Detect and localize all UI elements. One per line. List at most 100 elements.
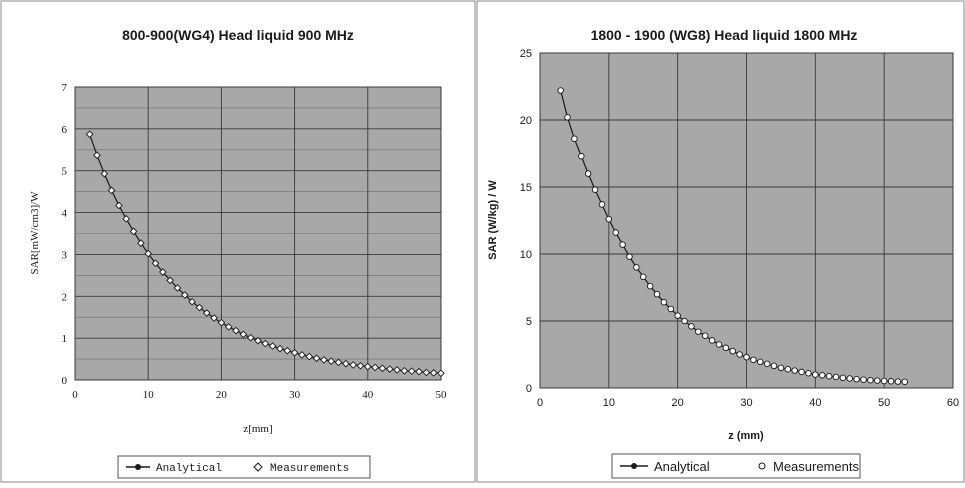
measurement-point [591,186,599,193]
measurement-point [166,276,174,285]
measurement-point [188,297,196,306]
measurement-point [681,317,688,325]
measurement-point [202,309,211,317]
measurement-point [210,314,218,322]
y-tick-label: 4 [62,208,68,220]
legend-measurements-marker [253,462,263,472]
x-tick-label: 50 [878,397,890,409]
measurement-point [437,369,445,378]
chart-right-x-ticks: 0 10 20 30 40 50 60 [537,397,959,409]
measurement-point [708,337,716,344]
measurement-point [605,215,613,223]
measurement-point [571,135,578,143]
chart-right-legend: Analytical Measurements [611,453,861,479]
chart-left-y-ticks: 0 1 2 3 4 5 6 7 [62,82,68,387]
measurement-point [378,364,387,373]
measurement-point [305,352,314,361]
measurement-point [839,374,847,382]
measurement-point [100,169,109,178]
measurement-point [701,332,709,339]
measurement-point [791,367,798,374]
chart-left-ylabel: SAR[mW/cm3]/W [29,191,41,275]
measurement-point [777,364,785,372]
measurement-point [688,323,695,330]
measurement-point [144,249,153,258]
measurement-point [584,170,592,177]
measurement-point [825,372,833,380]
x-tick-label: 30 [740,397,752,409]
measurement-point [639,273,647,281]
chart-left-legend-box [117,455,371,479]
y-tick-label: 5 [62,166,68,178]
measurement-point [646,282,654,290]
chart-left-grid [75,87,441,380]
y-tick-label: 0 [62,375,68,387]
x-tick-label: 20 [672,397,684,409]
measurement-point [770,362,778,370]
measurement-point [93,151,101,160]
y-tick-label: 3 [62,249,68,261]
measurement-point [415,367,423,376]
measurement-point [320,356,328,364]
measurement-point [743,353,750,361]
y-tick-label: 20 [520,115,532,127]
legend-analytical-label: Analytical [156,463,222,475]
measurement-point [695,328,702,335]
legend-measurements-label: Measurements [270,463,349,475]
legend-measurements-label: Measurements [773,459,859,474]
measurement-point [901,378,909,386]
measurement-point [393,366,401,374]
measurement-point [429,369,438,377]
measurement-point [880,377,888,385]
y-tick-label: 2 [62,291,68,303]
y-tick-label: 25 [520,48,532,60]
measurement-point [356,361,365,370]
measurement-point [400,366,409,375]
measurement-point [564,114,571,121]
y-tick-label: 0 [526,383,532,395]
measurement-point [85,130,94,139]
measurement-point [612,229,619,236]
measurement-point [151,259,160,268]
chart-right: 1800 - 1900 (WG8) Head liquid 1800 MHz 0… [476,0,965,483]
measurement-point [246,333,255,342]
measurement-point [261,339,270,348]
measurement-point [674,312,681,319]
measurement-point [653,290,661,298]
x-tick-label: 40 [362,389,374,401]
measurement-point [715,341,723,348]
x-tick-label: 0 [537,397,543,409]
measurement-point [578,152,585,160]
measurement-point [860,376,867,383]
measurement-point [867,376,874,384]
chart-right-title: 1800 - 1900 (WG8) Head liquid 1800 MHz [591,27,858,43]
measurement-point [283,346,292,355]
chart-right-ylabel: SAR (W/kg) / W [487,180,499,260]
measurement-point [371,363,379,372]
x-tick-label: 50 [436,389,448,401]
chart-right-series [557,87,909,386]
x-tick-label: 10 [143,389,155,401]
y-tick-label: 10 [520,249,532,261]
measurement-point [276,344,284,353]
measurement-point [818,372,826,379]
chart-right-legend-box [611,453,861,479]
measurement-point [327,357,336,366]
measurement-point [268,342,277,350]
measurement-point [729,347,736,355]
chart-panel-right: 1800 - 1900 (WG8) Head liquid 1800 MHz 0… [476,0,965,483]
measurement-point [239,330,248,339]
measurement-point [626,253,633,260]
measurement-point [736,351,743,358]
measurement-point [853,375,860,383]
chart-panel-left: 800-900(WG4) Head liquid 900 MHz 0 1 2 3 4 5 6… [0,0,476,483]
chart-left: 800-900(WG4) Head liquid 900 MHz 0 1 2 3 4 5 6… [0,0,476,483]
measurement-point [159,268,167,276]
measurement-point [312,354,321,363]
legend-analytical-label: Analytical [654,459,710,474]
measurement-point [763,360,771,368]
legend-measurements-marker [758,462,766,470]
measurement-point [180,291,189,299]
measurement-point [784,365,792,373]
measurement-point [385,365,394,373]
